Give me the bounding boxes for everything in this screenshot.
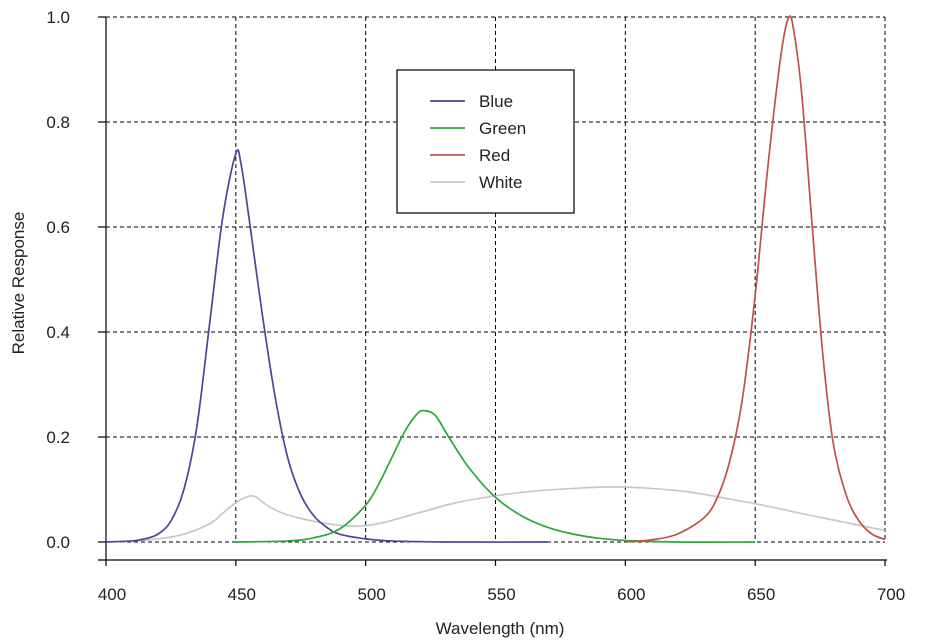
x-tick-label-600: 600 bbox=[617, 585, 645, 604]
series-line-red bbox=[625, 15, 886, 543]
x-tick-label-500: 500 bbox=[357, 585, 385, 604]
x-tick-label-650: 650 bbox=[747, 585, 775, 604]
legend-box bbox=[396, 69, 575, 214]
legend-label-white: White bbox=[479, 173, 522, 192]
x-tick-label-550: 550 bbox=[487, 585, 515, 604]
series-line-blue bbox=[105, 149, 548, 543]
y-tick-label-0: 0.0 bbox=[46, 533, 70, 552]
series-line-green bbox=[235, 409, 756, 543]
legend-label-green: Green bbox=[479, 119, 526, 138]
y-tick-label-5: 1.0 bbox=[46, 8, 70, 27]
y-tick-label-3: 0.6 bbox=[46, 218, 70, 237]
x-tick-label-700: 700 bbox=[877, 585, 905, 604]
series-lines bbox=[105, 15, 886, 543]
y-tick-label-2: 0.4 bbox=[46, 323, 70, 342]
y-ticks: 0.0 0.2 0.4 0.6 0.8 1.0 bbox=[46, 8, 106, 552]
legend: Blue Green Red White bbox=[396, 69, 575, 214]
y-tick-label-1: 0.2 bbox=[46, 428, 70, 447]
x-tick-label-400: 400 bbox=[98, 585, 126, 604]
x-ticks: 400 450 500 550 600 650 700 bbox=[98, 560, 905, 604]
x-axis-label: Wavelength (nm) bbox=[436, 619, 565, 638]
x-tick-label-450: 450 bbox=[228, 585, 256, 604]
y-axis-label: Relative Response bbox=[9, 212, 28, 355]
y-tick-label-4: 0.8 bbox=[46, 113, 70, 132]
legend-label-blue: Blue bbox=[479, 92, 513, 111]
series-line-white bbox=[105, 486, 886, 543]
legend-label-red: Red bbox=[479, 146, 510, 165]
